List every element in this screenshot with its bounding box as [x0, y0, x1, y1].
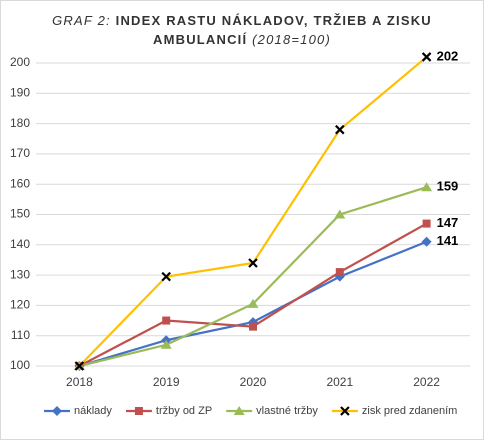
marker	[160, 339, 172, 349]
data-label: 159	[437, 179, 459, 194]
legend-label: zisk pred zdanením	[362, 405, 457, 417]
data-label: 202	[437, 48, 459, 63]
marker	[248, 258, 258, 268]
y-tick-label: 170	[10, 146, 30, 160]
y-tick-label: 140	[10, 237, 30, 251]
y-tick-label: 200	[10, 55, 30, 69]
legend-marker	[340, 406, 350, 416]
marker	[334, 209, 346, 219]
y-tick-label: 150	[10, 207, 30, 221]
data-label: 147	[437, 215, 459, 230]
chart-title-line2: AMBULANCIÍ (2018=100)	[153, 32, 331, 47]
y-tick-label: 110	[11, 328, 30, 342]
title-main: INDEX RASTU NÁKLADOV, TRŽIEB A ZISKU	[116, 13, 432, 28]
y-tick-label: 160	[10, 176, 30, 190]
legend-item: vlastné tržby	[226, 405, 318, 417]
marker	[421, 52, 432, 62]
marker	[162, 316, 171, 325]
y-tick-label: 180	[10, 116, 30, 130]
legend-label: tržby od ZP	[156, 405, 212, 417]
legend-item: zisk pred zdanením	[331, 405, 457, 417]
x-tick-label: 2020	[240, 375, 267, 389]
title-main-2: AMBULANCIÍ	[153, 32, 247, 47]
marker	[335, 124, 345, 135]
marker	[161, 271, 171, 282]
y-tick-label: 190	[10, 85, 30, 99]
marker	[421, 182, 433, 192]
x-tick-label: 2021	[326, 375, 353, 389]
legend-marker	[134, 407, 143, 415]
marker	[335, 268, 344, 277]
legend-item: náklady	[44, 405, 112, 417]
x-tick-label: 2022	[413, 375, 440, 389]
title-suffix: (2018=100)	[252, 32, 331, 47]
legend-label: vlastné tržby	[256, 405, 318, 417]
data-label: 141	[437, 233, 459, 248]
chart-title-line1: GRAF 2: INDEX RASTU NÁKLADOV, TRŽIEB A Z…	[52, 13, 432, 28]
legend-item: tržby od ZP	[125, 405, 212, 417]
y-tick-label: 100	[10, 358, 30, 372]
marker	[247, 298, 259, 308]
title-prefix: GRAF 2:	[52, 13, 111, 28]
legend-label: náklady	[74, 405, 112, 417]
marker	[422, 219, 431, 228]
marker	[249, 322, 257, 331]
marker	[421, 236, 432, 247]
y-tick-label: 130	[10, 267, 30, 281]
y-tick-label: 120	[10, 298, 30, 312]
x-tick-label: 2018	[66, 375, 93, 389]
legend-marker	[52, 406, 62, 416]
x-tick-label: 2019	[153, 375, 180, 389]
marker	[74, 361, 85, 371]
legend-marker	[233, 406, 245, 415]
